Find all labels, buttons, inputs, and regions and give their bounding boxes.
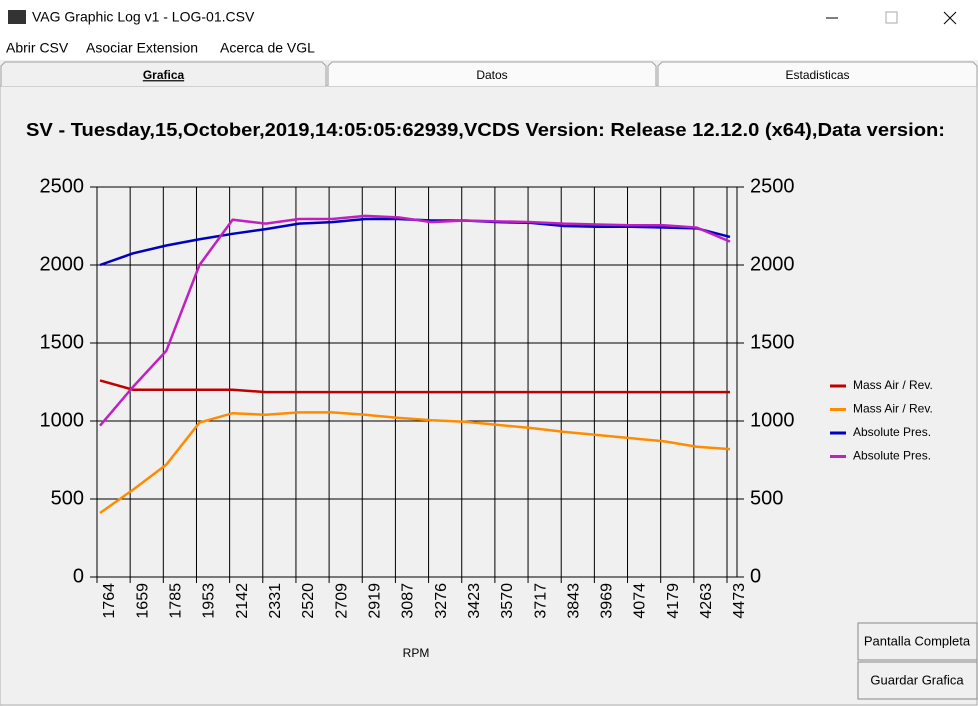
chart-title: SV - Tuesday,15,October,2019,14:05:05:62… <box>26 120 945 140</box>
y2-tick-label: 1000 <box>750 409 795 431</box>
button[interactable] <box>857 661 978 700</box>
tab-label[interactable]: Estadisticas <box>785 68 849 82</box>
x-tick-label: 2520 <box>300 583 317 619</box>
x-tick-label: 3423 <box>466 583 483 619</box>
x-tick-label: 3276 <box>433 583 450 619</box>
plot-area <box>96 186 738 578</box>
legend-label: Absolute Pres. <box>853 449 931 463</box>
y-tick-label: 0 <box>73 565 84 587</box>
button-label[interactable]: Guardar Grafica <box>870 672 964 687</box>
x-tick-label: 4179 <box>665 583 682 619</box>
button-label[interactable]: Pantalla Completa <box>864 633 971 648</box>
y-tick-label: 2500 <box>40 175 85 197</box>
x-tick-label: 2331 <box>267 583 284 619</box>
y-tick-label: 2000 <box>40 253 85 275</box>
y2-tick-label: 2500 <box>750 175 795 197</box>
menu-item[interactable]: Acerca de VGL <box>220 40 315 56</box>
x-tick-label: 3843 <box>565 583 582 619</box>
title-bar <box>0 0 978 36</box>
tab-label[interactable]: Datos <box>476 68 507 82</box>
y2-tick-label: 1500 <box>750 331 795 353</box>
x-axis-label: RPM <box>403 646 430 660</box>
menu-item[interactable]: Asociar Extension <box>86 40 198 56</box>
series-line <box>99 411 731 515</box>
x-tick-label: 1764 <box>101 583 118 619</box>
x-tick-label: 3570 <box>499 583 516 619</box>
x-tick-label: 4473 <box>731 583 748 619</box>
series-line <box>99 214 731 427</box>
tab[interactable] <box>327 61 657 86</box>
legend-label: Mass Air / Rev. <box>853 402 933 416</box>
x-tick-label: 3969 <box>599 583 616 619</box>
x-tick-label: 3717 <box>532 583 549 619</box>
legend-label: Mass Air / Rev. <box>853 378 933 392</box>
x-tick-label: 1953 <box>201 583 218 619</box>
x-tick-label: 2919 <box>366 583 383 619</box>
x-tick-label: 2142 <box>234 583 251 619</box>
x-tick-label: 1659 <box>134 583 151 619</box>
x-tick-label: 2709 <box>333 583 350 619</box>
y2-tick-label: 500 <box>750 487 783 509</box>
close[interactable] <box>943 11 957 25</box>
y-tick-label: 1000 <box>40 409 85 431</box>
tab[interactable] <box>0 61 327 86</box>
y2-tick-label: 0 <box>750 565 761 587</box>
y-tick-label: 1500 <box>40 331 85 353</box>
y-tick-label: 500 <box>51 487 84 509</box>
x-tick-label: 1785 <box>168 583 185 619</box>
x-tick-label: 4263 <box>698 583 715 619</box>
series-line <box>99 379 730 394</box>
x-tick-label: 4074 <box>632 583 649 619</box>
maximize[interactable] <box>885 11 898 24</box>
legend-label: Absolute Pres. <box>853 425 931 439</box>
menu-bar <box>0 36 978 60</box>
tab-label[interactable]: Grafica <box>143 68 185 82</box>
app-icon <box>8 10 26 24</box>
x-tick-label: 3087 <box>400 583 417 619</box>
button[interactable] <box>857 622 978 661</box>
y2-tick-label: 2000 <box>750 253 795 275</box>
tab[interactable] <box>657 61 978 86</box>
window-title: VAG Graphic Log v1 - LOG-01.CSV <box>32 9 255 25</box>
menu-item[interactable]: Abrir CSV <box>6 40 69 56</box>
